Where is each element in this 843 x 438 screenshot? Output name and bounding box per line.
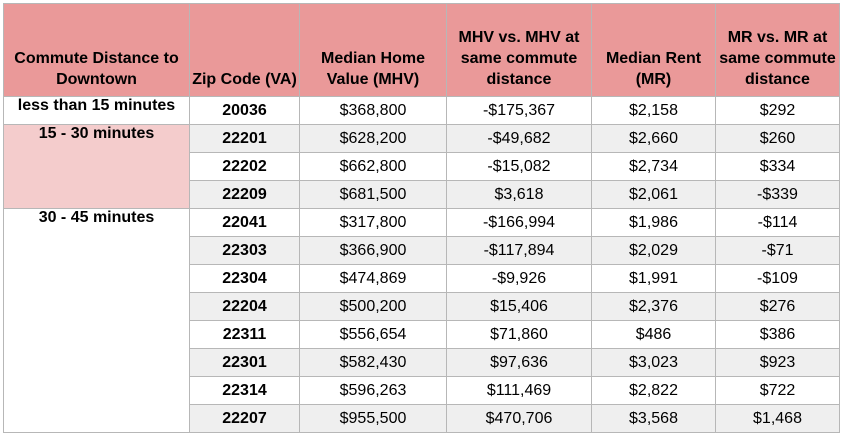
mr-difference-cell: $276 (715, 292, 840, 321)
median-rent-cell: $2,029 (591, 236, 716, 265)
zip-code-cell: 22041 (189, 208, 300, 237)
zip-code-cell: 22202 (189, 152, 300, 181)
commute-group-label: 30 - 45 minutes (3, 208, 190, 433)
header-mr-vs-mr: MR vs. MR at same commute distance (715, 3, 840, 97)
table-row: 22209 $681,500 $3,618 $2,061 -$339 (4, 180, 840, 209)
mr-difference-cell: $334 (715, 152, 840, 181)
zip-code-cell: 22209 (189, 180, 300, 209)
median-rent-cell: $2,158 (591, 96, 716, 125)
table-row: 22314 $596,263 $111,469 $2,822 $722 (4, 376, 840, 405)
mhv-difference-cell: -$9,926 (446, 264, 592, 293)
mhv-difference-cell: -$117,894 (446, 236, 592, 265)
mhv-difference-cell: $470,706 (446, 404, 592, 433)
mhv-difference-cell: -$175,367 (446, 96, 592, 125)
median-home-value-cell: $368,800 (299, 96, 447, 125)
table-row: 22202 $662,800 -$15,082 $2,734 $334 (4, 152, 840, 181)
mr-difference-cell: $292 (715, 96, 840, 125)
median-rent-cell: $2,376 (591, 292, 716, 321)
zip-code-cell: 22304 (189, 264, 300, 293)
median-rent-cell: $3,023 (591, 348, 716, 377)
median-rent-cell: $2,822 (591, 376, 716, 405)
median-home-value-cell: $474,869 (299, 264, 447, 293)
median-rent-cell: $2,734 (591, 152, 716, 181)
median-home-value-cell: $596,263 (299, 376, 447, 405)
zip-code-cell: 22314 (189, 376, 300, 405)
table-row: 22304 $474,869 -$9,926 $1,991 -$109 (4, 264, 840, 293)
mhv-difference-cell: -$166,994 (446, 208, 592, 237)
header-commute-distance: Commute Distance to Downtown (3, 3, 190, 97)
median-home-value-cell: $628,200 (299, 124, 447, 153)
table-row: 15 - 30 minutes 22201 $628,200 -$49,682 $2,6… (3, 124, 840, 209)
median-rent-cell: $1,986 (591, 208, 716, 237)
mr-difference-cell: -$339 (715, 180, 840, 209)
mr-difference-cell: -$109 (715, 264, 840, 293)
median-home-value-cell: $366,900 (299, 236, 447, 265)
table-row: less than 15 minutes 20036 $368,800 -$175,3… (3, 96, 840, 125)
median-rent-cell: $486 (591, 320, 716, 349)
mr-difference-cell: $1,468 (715, 404, 840, 433)
table-row: 22207 $955,500 $470,706 $3,568 $1,468 (4, 404, 840, 433)
median-rent-cell: $1,991 (591, 264, 716, 293)
median-home-value-cell: $556,654 (299, 320, 447, 349)
mr-difference-cell: $923 (715, 348, 840, 377)
mhv-difference-cell: $15,406 (446, 292, 592, 321)
mhv-difference-cell: $97,636 (446, 348, 592, 377)
median-rent-cell: $2,061 (591, 180, 716, 209)
header-median-home-value: Median Home Value (MHV) (299, 3, 447, 97)
median-rent-cell: $2,660 (591, 124, 716, 153)
table-row: 22301 $582,430 $97,636 $3,023 $923 (4, 348, 840, 377)
mr-difference-cell: $386 (715, 320, 840, 349)
median-home-value-cell: $500,200 (299, 292, 447, 321)
header-zip-code: Zip Code (VA) (189, 3, 300, 97)
commute-group-label: 15 - 30 minutes (3, 124, 190, 209)
mr-difference-cell: -$114 (715, 208, 840, 237)
mhv-difference-cell: $3,618 (446, 180, 592, 209)
header-median-rent: Median Rent (MR) (591, 3, 716, 97)
zip-code-cell: 22303 (189, 236, 300, 265)
commute-group-label: less than 15 minutes (3, 96, 190, 125)
mhv-difference-cell: -$15,082 (446, 152, 592, 181)
median-rent-cell: $3,568 (591, 404, 716, 433)
mhv-difference-cell: $111,469 (446, 376, 592, 405)
median-home-value-cell: $955,500 (299, 404, 447, 433)
mhv-difference-cell: $71,860 (446, 320, 592, 349)
header-mhv-vs-mhv: MHV vs. MHV at same commute distance (446, 3, 592, 97)
table-body: less than 15 minutes 20036 $368,800 -$175,3… (3, 96, 840, 433)
median-home-value-cell: $582,430 (299, 348, 447, 377)
zip-code-cell: 22201 (189, 124, 300, 153)
zip-code-cell: 20036 (189, 96, 300, 125)
table-row: 22311 $556,654 $71,860 $486 $386 (4, 320, 840, 349)
median-home-value-cell: $662,800 (299, 152, 447, 181)
mr-difference-cell: -$71 (715, 236, 840, 265)
data-table: Commute Distance to Downtown Zip Code (V… (3, 3, 840, 433)
table-row: 30 - 45 minutes 22041 $317,800 -$166,994 $1,… (3, 208, 840, 433)
median-home-value-cell: $317,800 (299, 208, 447, 237)
mr-difference-cell: $722 (715, 376, 840, 405)
table-row: 22303 $366,900 -$117,894 $2,029 -$71 (4, 236, 840, 265)
mhv-difference-cell: -$49,682 (446, 124, 592, 153)
zip-code-cell: 22204 (189, 292, 300, 321)
table-row: 22204 $500,200 $15,406 $2,376 $276 (4, 292, 840, 321)
zip-code-cell: 22301 (189, 348, 300, 377)
mr-difference-cell: $260 (715, 124, 840, 153)
zip-code-cell: 22207 (189, 404, 300, 433)
median-home-value-cell: $681,500 (299, 180, 447, 209)
zip-code-cell: 22311 (189, 320, 300, 349)
